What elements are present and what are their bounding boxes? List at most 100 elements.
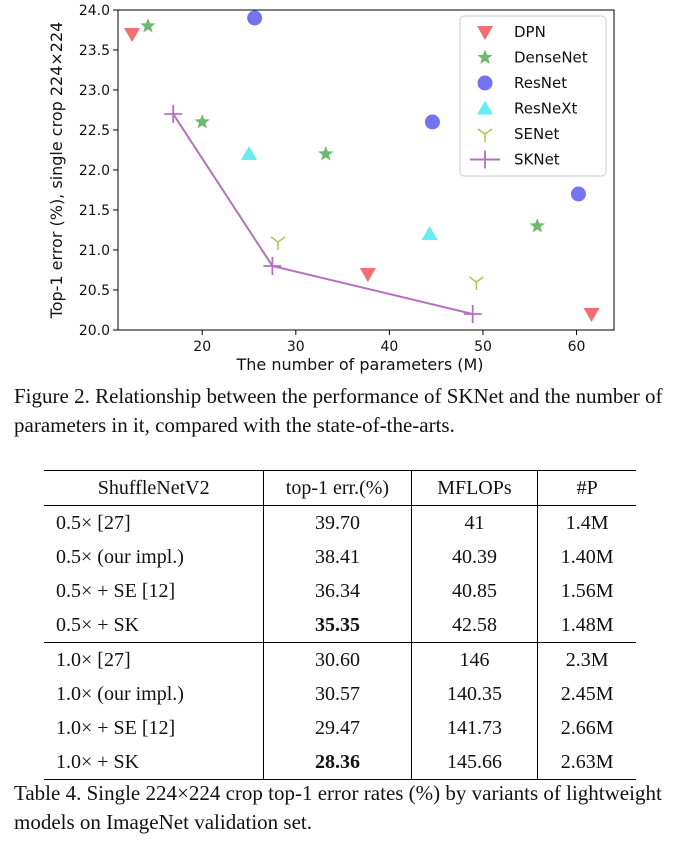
cell-params: 1.56M	[560, 579, 614, 602]
cell-params: 1.4M	[565, 511, 609, 534]
legend-marker-resnet	[477, 75, 493, 91]
legend-label-densenet: DenseNet	[514, 49, 588, 67]
series-dpn	[124, 28, 600, 322]
data-point-densenet	[318, 146, 334, 161]
data-point-resnext	[241, 146, 258, 160]
y-tick-label: 23.5	[79, 43, 110, 59]
data-point-dpn	[359, 268, 376, 282]
legend-marker-densenet	[477, 49, 493, 64]
y-axis-label: Top-1 error (%), single crop 224×224	[47, 22, 66, 320]
y-tick-label: 24.0	[79, 3, 110, 19]
y-tick-label: 23.0	[79, 83, 110, 99]
data-point-dpn	[124, 28, 141, 42]
data-point-resnet	[424, 114, 440, 130]
cell-model: 1.0× [27]	[44, 642, 265, 677]
x-tick-label: 60	[568, 339, 586, 355]
series-line-sknet	[172, 113, 473, 315]
data-point-sknet	[463, 305, 482, 323]
cell-mflops: 40.39	[411, 540, 539, 574]
table-header-row: ShuffleNetV2 top-1 err.(%) MFLOPs #P	[44, 470, 636, 506]
cell-mflops: 141.73	[411, 711, 539, 745]
cell-model: 0.5× + SE [12]	[44, 574, 265, 608]
cell-model: 1.0× + SK	[44, 745, 265, 780]
cell-error: 29.47	[263, 711, 412, 745]
cell-model: 0.5× + SK	[44, 608, 265, 643]
cell-mflops: 40.85	[411, 574, 539, 608]
cell-model: 0.5× (our impl.)	[44, 540, 265, 574]
figure-caption: Figure 2. Relationship between the perfo…	[14, 384, 663, 437]
cell-params: 2.45M	[560, 682, 614, 705]
legend-label-resnext: ResNeXt	[514, 100, 578, 118]
series-resnext	[241, 146, 438, 240]
data-point-sknet	[164, 105, 183, 123]
results-table: ShuffleNetV2 top-1 err.(%) MFLOPs #P 0.5…	[44, 470, 636, 780]
cell-model: 0.5× [27]	[44, 505, 265, 540]
x-tick-label: 50	[474, 339, 492, 355]
cell-params: 1.40M	[560, 545, 614, 568]
data-point-densenet	[140, 18, 156, 33]
header-mflops: MFLOPs	[411, 470, 539, 506]
header-top1-error: top-1 err.(%)	[263, 470, 412, 506]
table-row: 1.0× [27] 30.60 146 2.3M	[44, 642, 636, 677]
legend-marker-dpn	[477, 26, 493, 40]
cell-mflops: 140.35	[411, 677, 539, 711]
y-tick-label: 21.0	[79, 243, 110, 259]
cell-error-best: 28.36	[263, 745, 412, 780]
data-point-densenet	[529, 218, 545, 233]
series-densenet	[140, 18, 545, 233]
cell-mflops: 145.66	[411, 745, 539, 780]
data-point-resnet	[570, 186, 586, 202]
table-row: 1.0× + SE [12] 29.47 141.73 2.66M	[44, 711, 636, 745]
series-resnet	[247, 10, 586, 202]
legend-label-resnet: ResNet	[514, 74, 567, 92]
cell-model: 1.0× (our impl.)	[44, 677, 265, 711]
cell-mflops: 146	[411, 642, 539, 677]
y-tick-label: 20.0	[79, 323, 110, 339]
header-model: ShuffleNetV2	[44, 470, 265, 506]
cell-error: 36.34	[263, 574, 412, 608]
chart-legend	[459, 15, 607, 177]
header-params: #P	[537, 470, 636, 506]
cell-error: 38.41	[263, 540, 412, 574]
series-sknet	[164, 105, 482, 323]
x-tick-label: 30	[287, 339, 305, 355]
cell-mflops: 41	[411, 505, 539, 540]
data-point-senet	[270, 236, 286, 250]
data-point-sknet	[263, 257, 282, 275]
cell-model: 1.0× + SE [12]	[44, 711, 265, 745]
cell-params: 1.48M	[560, 613, 614, 636]
cell-params: 2.63M	[537, 745, 636, 780]
legend-label-sknet: SKNet	[514, 151, 560, 169]
legend-marker-resnext	[477, 100, 493, 115]
y-tick-label: 22.5	[79, 123, 110, 139]
legend-marker-senet	[477, 128, 493, 142]
table-row: 1.0× (our impl.) 30.57 140.35 2.45M	[44, 677, 636, 711]
x-tick-label: 40	[380, 339, 398, 355]
cell-params: 2.3M	[537, 642, 636, 677]
legend-marker-sknet	[476, 150, 494, 169]
table-row: 0.5× [27] 39.70 41 1.4M	[44, 505, 636, 540]
legend-label-senet: SENet	[514, 125, 559, 143]
table-caption: Table 4. Single 224×224 crop top-1 error…	[14, 781, 662, 834]
y-tick-label: 22.0	[79, 163, 110, 179]
table-row: 0.5× (our impl.) 38.41 40.39 1.40M	[44, 540, 636, 574]
series-senet	[270, 236, 484, 290]
data-point-senet	[468, 276, 484, 290]
cell-error: 39.70	[263, 505, 412, 540]
table-row: 1.0× + SK 28.36 145.66 2.63M	[44, 745, 636, 780]
data-point-dpn	[583, 308, 600, 322]
legend-label-dpn: DPN	[514, 23, 546, 41]
cell-error: 30.60	[263, 642, 412, 677]
y-tick-label: 20.5	[79, 283, 110, 299]
x-tick-label: 20	[193, 339, 211, 355]
data-point-resnet	[247, 10, 263, 26]
cell-error: 30.57	[263, 677, 412, 711]
table-row: 0.5× + SK 35.35 42.58 1.48M	[44, 608, 636, 643]
table-row: 0.5× + SE [12] 36.34 40.85 1.56M	[44, 574, 636, 608]
cell-error-best: 35.35	[263, 608, 412, 643]
cell-mflops: 42.58	[411, 608, 539, 643]
cell-params: 2.66M	[560, 716, 614, 739]
data-point-resnext	[421, 226, 438, 240]
x-axis-label: The number of parameters (M)	[235, 355, 483, 374]
parameters-vs-error-chart: 20 30 40 50 60 20.0 20.5 21.0 21.5 22.0 22.5 23.0 2…	[47, 3, 615, 374]
